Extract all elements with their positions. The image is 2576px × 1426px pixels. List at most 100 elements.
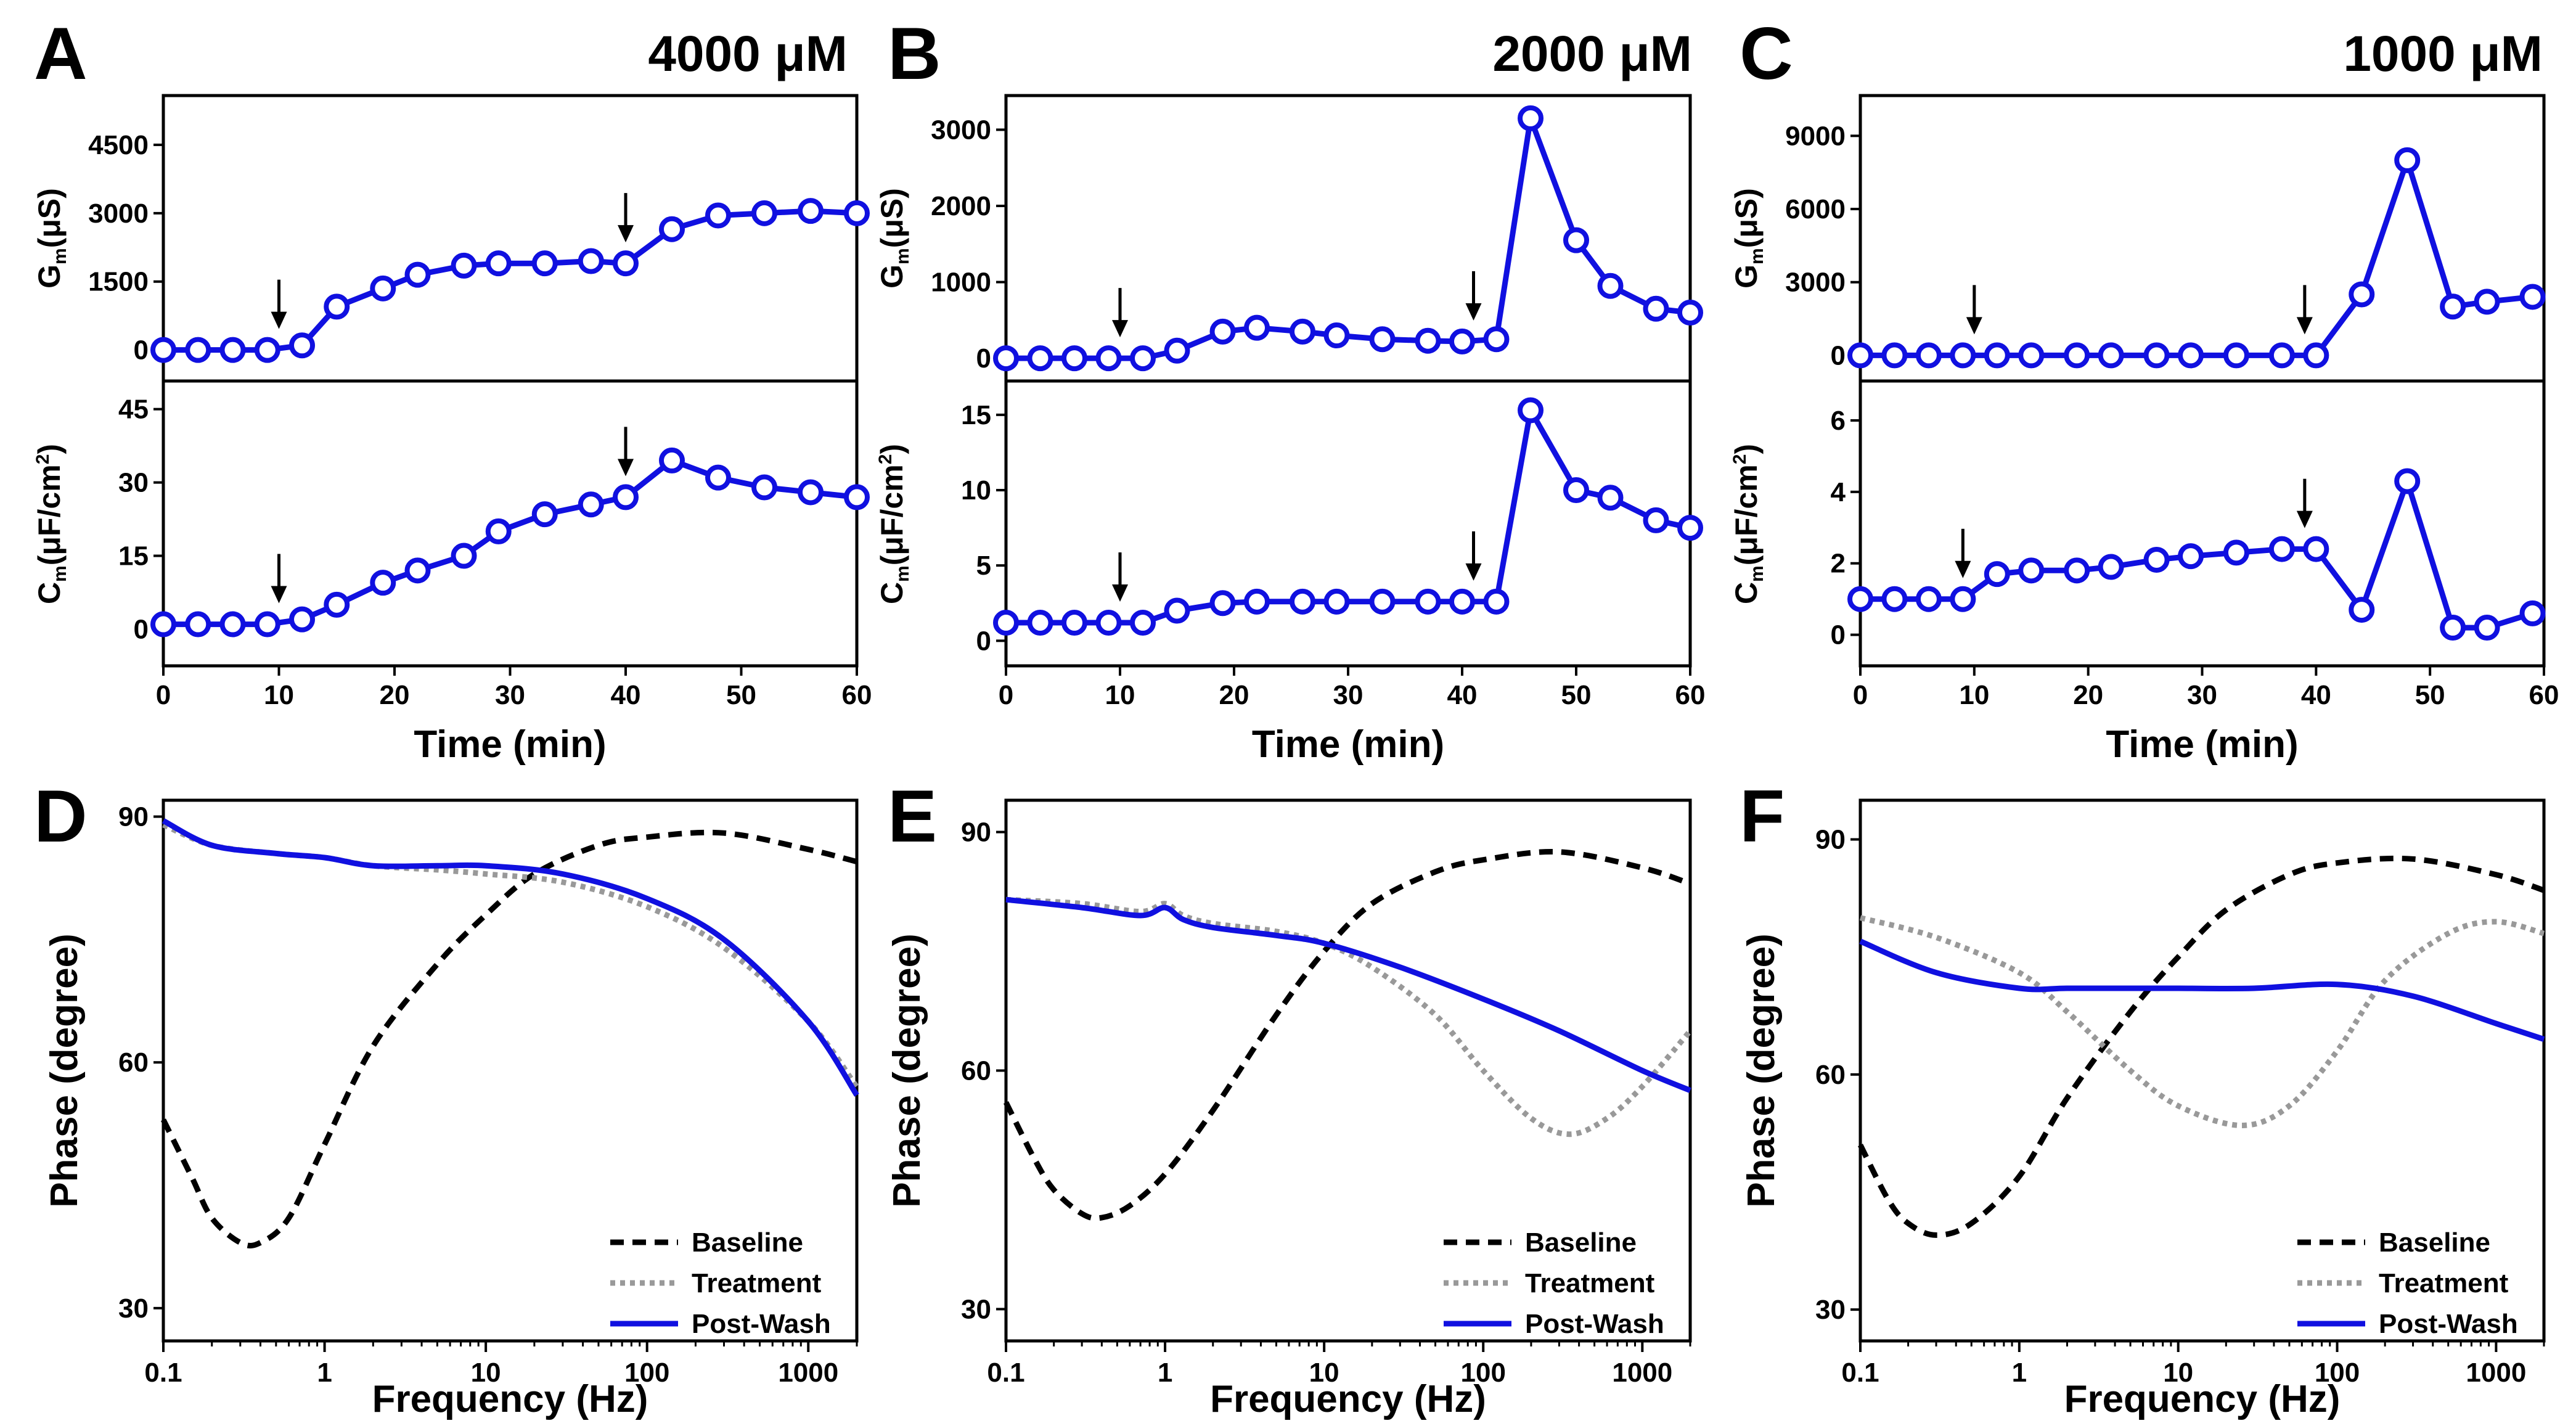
xtick-label: 0: [1853, 680, 1868, 710]
xtick-label: 1000: [1612, 1358, 1672, 1388]
legend-item: Post-Wash: [2297, 1309, 2518, 1339]
cm-plot-data-point: [2303, 536, 2329, 562]
cm-plot-data-point: [2349, 597, 2375, 623]
xtick-label: 10: [1959, 680, 1989, 710]
gm-plot-data-point: [1244, 314, 1270, 341]
gm-plot-data-point: [2064, 342, 2090, 369]
gm-plot-data-point: [1950, 342, 1976, 369]
legend-label: Post-Wash: [692, 1309, 831, 1339]
xtick-label: 50: [1561, 680, 1592, 710]
cm-plot-ylabel-sup: 2: [1730, 454, 1750, 465]
gm-plot-data-point: [2440, 293, 2466, 320]
cm-plot-data-point: [659, 447, 685, 473]
legend-item: Treatment: [610, 1268, 822, 1298]
xtick-label: 1: [317, 1358, 332, 1388]
xtick-label: 60: [842, 680, 872, 710]
xtick-label: 30: [495, 680, 525, 710]
cm-plot-data-point: [2519, 600, 2546, 626]
gm-plot-data-point: [705, 202, 731, 229]
cm-plot-ylabel-main: C: [875, 582, 909, 604]
cm-plot-ylabel-unit: (μF/cm: [32, 464, 67, 565]
cm-plot-data-point: [1483, 588, 1510, 615]
cm-plot-data-point: [324, 591, 350, 618]
ytick-label: 60: [118, 1047, 149, 1078]
gm-plot-ytick-label: 9000: [1785, 121, 1846, 151]
gm-plot-ylabel-main: G: [1729, 264, 1764, 289]
gm-plot-data-point: [613, 250, 639, 277]
cm-plot-data-point: [613, 484, 639, 510]
cm-plot-ytick-label: 0: [976, 626, 991, 656]
cm-plot-arrow: [1112, 552, 1128, 602]
arrow-head: [1465, 303, 1482, 321]
gm-plot-data-point: [1061, 345, 1087, 372]
legend-label: Baseline: [2379, 1227, 2490, 1258]
plot-frame: [162, 798, 859, 1343]
y-axis-label: Phase (degree): [1740, 933, 1783, 1208]
gm-plot-ytick-label: 1500: [88, 267, 149, 297]
cm-plot-ylabel-close: ): [875, 444, 909, 454]
cm-plot-data-point: [993, 610, 1019, 636]
panel-letter: D: [34, 775, 88, 858]
cm-plot-ytick-label: 0: [1831, 620, 1846, 650]
legend-item: Baseline: [2297, 1227, 2490, 1258]
cm-plot-data-point: [705, 464, 731, 491]
gm-plot-ytick-label: 3000: [931, 115, 991, 145]
gm-plot-data-point: [1095, 345, 1122, 372]
panel-letter: B: [888, 12, 941, 95]
gm-plot-ylabel-unit: (μS): [875, 188, 909, 248]
xtick-label: 60: [1675, 680, 1706, 710]
cm-plot-ylabel: Cm(μF/cm2): [32, 444, 70, 604]
gm-plot-data-point: [2268, 342, 2295, 369]
cm-plot-arrow: [1465, 531, 1482, 581]
gm-plot-ylabel: Gm(μS): [875, 188, 913, 289]
xtick-label: 50: [726, 680, 756, 710]
legend-item: Treatment: [2297, 1268, 2509, 1298]
gm-plot-series-line: [163, 208, 857, 353]
xtick-label: 30: [2187, 680, 2217, 710]
concentration-label: 2000 μM: [1492, 26, 1692, 82]
gm-plot-data-point: [219, 337, 246, 363]
xtick-label: 10: [2163, 1358, 2193, 1388]
gm-plot-data-point: [1483, 326, 1510, 353]
gm-plot-data-point: [2098, 342, 2124, 369]
cm-plot-ytick-label: 2: [1831, 549, 1846, 579]
gm-plot-data-point: [751, 200, 777, 226]
arrow-head: [2296, 510, 2313, 528]
x-axis-label: Frequency (Hz): [2064, 1378, 2341, 1420]
cm-plot-data-point: [2440, 615, 2466, 641]
cm-plot-data-point: [1244, 588, 1270, 615]
panel-f: 0.1 1 10 100 1000 30 60 90 Baseline Treatment Post…: [1740, 775, 2546, 1420]
gm-plot-data-point: [1915, 342, 1942, 369]
xtick-label: 1: [2012, 1358, 2027, 1388]
gm-plot-data-point: [451, 252, 477, 279]
y-axis-label: Phase (degree): [886, 933, 928, 1208]
cm-plot-data-point: [254, 611, 280, 637]
gm-plot-ylabel-main: G: [875, 264, 909, 289]
gm-plot-data-point: [1563, 227, 1589, 253]
xtick-label: 20: [2073, 680, 2103, 710]
cm-plot-data-point: [1677, 515, 1703, 541]
panel-letter: F: [1740, 775, 1785, 858]
cm-plot-ytick-label: 30: [118, 468, 149, 498]
gm-plot-data-point: [844, 200, 870, 226]
ytick-label: 90: [118, 802, 149, 832]
cm-plot-ytick-label: 15: [961, 400, 991, 430]
cm-plot-data-point: [1209, 590, 1236, 617]
xtick-label: 0: [156, 680, 171, 710]
cm-plot-data-point: [2394, 468, 2421, 494]
gm-plot-data-point: [1323, 322, 1350, 349]
legend-label: Post-Wash: [2379, 1309, 2518, 1339]
gm-plot-data-point: [2394, 147, 2421, 173]
x-axis-label: Time (min): [1252, 723, 1444, 766]
cm-plot-ylabel-unit: (μF/cm: [1729, 464, 1764, 565]
gm-plot-ytick-label: 0: [134, 335, 149, 366]
gm-plot-ylabel-main: G: [32, 264, 67, 289]
concentration-label: 4000 μM: [648, 26, 848, 82]
gm-plot-data-point: [1881, 342, 1908, 369]
plot-frame: [1858, 798, 2546, 1343]
x-axis-label: Time (min): [2106, 723, 2298, 766]
y-axis-label: Phase (degree): [43, 933, 86, 1208]
cm-plot-data-point: [451, 543, 477, 569]
